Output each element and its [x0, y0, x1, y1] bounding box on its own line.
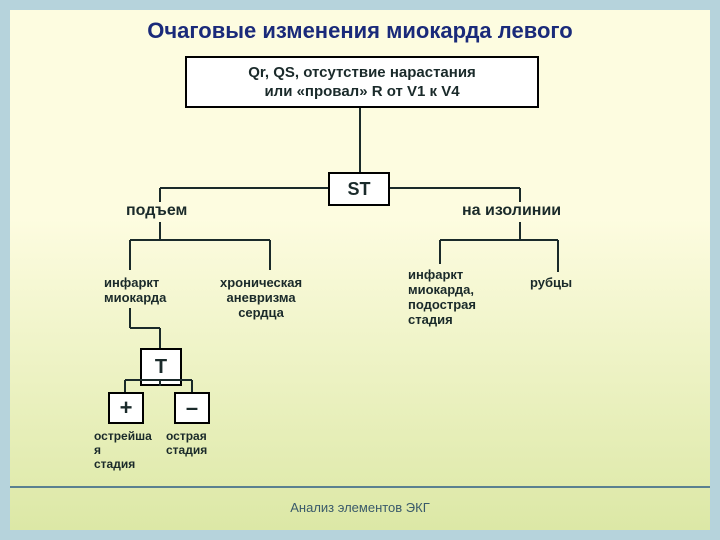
label-podjem: подъем — [126, 202, 187, 220]
label-rubcy: рубцы — [530, 276, 572, 291]
label-infarkt-miokarda: инфарктмиокарда — [104, 276, 166, 306]
label-ostraya: остраястадия — [166, 430, 207, 458]
box-criteria: Qr, QS, отсутствие нарастанияили «провал… — [185, 56, 539, 108]
footer-divider — [10, 486, 710, 488]
label-ostrejshaya: острейшаястадия — [94, 430, 152, 471]
slide-canvas: Очаговые изменения миокарда левого Qr, Q… — [10, 10, 710, 530]
label-anevrizma: хроническаяаневризмасердца — [220, 276, 302, 321]
footer-caption: Анализ элементов ЭКГ — [10, 500, 710, 515]
label-infarkt-podostraya: инфарктмиокарда,подостраястадия — [408, 268, 476, 328]
box-minus: – — [174, 392, 210, 424]
box-t: Т — [140, 348, 182, 386]
box-plus: + — [108, 392, 144, 424]
label-na-izolinii: на изолинии — [462, 202, 561, 220]
slide-title: Очаговые изменения миокарда левого — [10, 18, 710, 44]
box-st: ST — [328, 172, 390, 206]
outer-frame: Очаговые изменения миокарда левого Qr, Q… — [0, 0, 720, 540]
